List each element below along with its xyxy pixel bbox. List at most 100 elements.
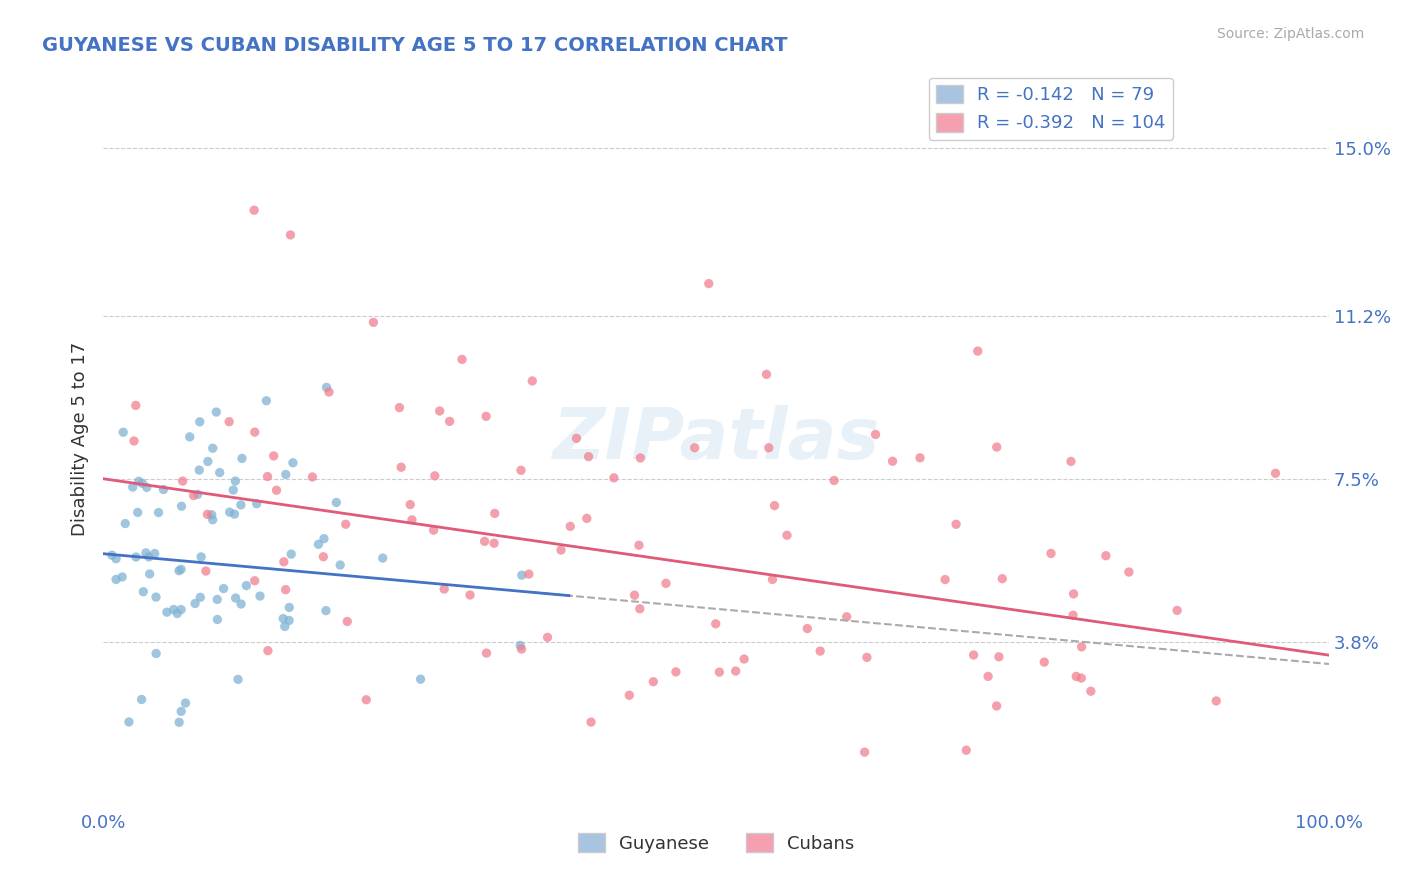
Point [249, 589, 271, 603]
Point [628, 450, 651, 465]
Point [135, 546, 157, 560]
Point [1264, 467, 1286, 481]
Point [325, 495, 347, 509]
Point [665, 665, 688, 679]
Point [170, 500, 193, 514]
Point [128, 475, 150, 489]
Point [709, 665, 731, 679]
Point [422, 523, 444, 537]
Legend: R = -0.142   N = 79, R = -0.392   N = 104: R = -0.142 N = 79, R = -0.392 N = 104 [928, 78, 1173, 140]
Point [329, 558, 352, 572]
Point [254, 393, 277, 408]
Point [125, 549, 148, 564]
Point [575, 511, 598, 525]
Point [212, 582, 235, 596]
Point [986, 440, 1008, 454]
Point [517, 567, 540, 582]
Point [578, 450, 600, 464]
Point [101, 548, 124, 562]
Point [318, 385, 340, 400]
Point [145, 590, 167, 604]
Point [796, 622, 818, 636]
Point [336, 615, 359, 629]
Point [224, 507, 246, 521]
Point [307, 537, 329, 551]
Point [389, 460, 412, 475]
Point [190, 549, 212, 564]
Point [1063, 587, 1085, 601]
Point [643, 674, 665, 689]
Point [1062, 608, 1084, 623]
Point [1070, 671, 1092, 685]
Point [145, 647, 167, 661]
Point [776, 528, 799, 542]
Point [335, 517, 357, 532]
Point [280, 227, 302, 242]
Point [934, 573, 956, 587]
Point [423, 468, 446, 483]
Point [628, 601, 651, 615]
Point [484, 507, 506, 521]
Point [207, 613, 229, 627]
Point [388, 401, 411, 415]
Point [474, 534, 496, 549]
Point [882, 454, 904, 468]
Point [184, 597, 207, 611]
Point [167, 564, 190, 578]
Point [565, 431, 588, 445]
Point [683, 441, 706, 455]
Point [138, 566, 160, 581]
Point [280, 547, 302, 561]
Text: Source: ZipAtlas.com: Source: ZipAtlas.com [1216, 27, 1364, 41]
Point [536, 631, 558, 645]
Point [112, 425, 135, 440]
Point [991, 572, 1014, 586]
Point [218, 505, 240, 519]
Point [263, 449, 285, 463]
Point [170, 705, 193, 719]
Point [271, 611, 294, 625]
Point [1064, 669, 1087, 683]
Point [273, 555, 295, 569]
Point [266, 483, 288, 498]
Point [132, 584, 155, 599]
Point [955, 743, 977, 757]
Point [281, 456, 304, 470]
Point [429, 404, 451, 418]
Point [188, 463, 211, 477]
Point [724, 664, 747, 678]
Point [278, 600, 301, 615]
Point [560, 519, 582, 533]
Point [135, 480, 157, 494]
Point [118, 714, 141, 729]
Point [823, 474, 845, 488]
Point [1040, 546, 1063, 560]
Point [114, 516, 136, 531]
Point [409, 672, 432, 686]
Point [243, 425, 266, 439]
Point [243, 574, 266, 588]
Point [401, 513, 423, 527]
Point [761, 573, 783, 587]
Point [231, 451, 253, 466]
Point [257, 643, 280, 657]
Point [908, 450, 931, 465]
Point [312, 532, 335, 546]
Point [1033, 655, 1056, 669]
Point [356, 692, 378, 706]
Point [246, 497, 269, 511]
Point [579, 715, 602, 730]
Point [156, 605, 179, 619]
Point [451, 352, 474, 367]
Point [510, 463, 533, 477]
Point [122, 434, 145, 448]
Point [510, 568, 533, 582]
Point [274, 582, 297, 597]
Point [105, 551, 128, 566]
Point [183, 489, 205, 503]
Point [1166, 603, 1188, 617]
Point [865, 427, 887, 442]
Point [312, 549, 335, 564]
Point [105, 573, 128, 587]
Point [131, 476, 153, 491]
